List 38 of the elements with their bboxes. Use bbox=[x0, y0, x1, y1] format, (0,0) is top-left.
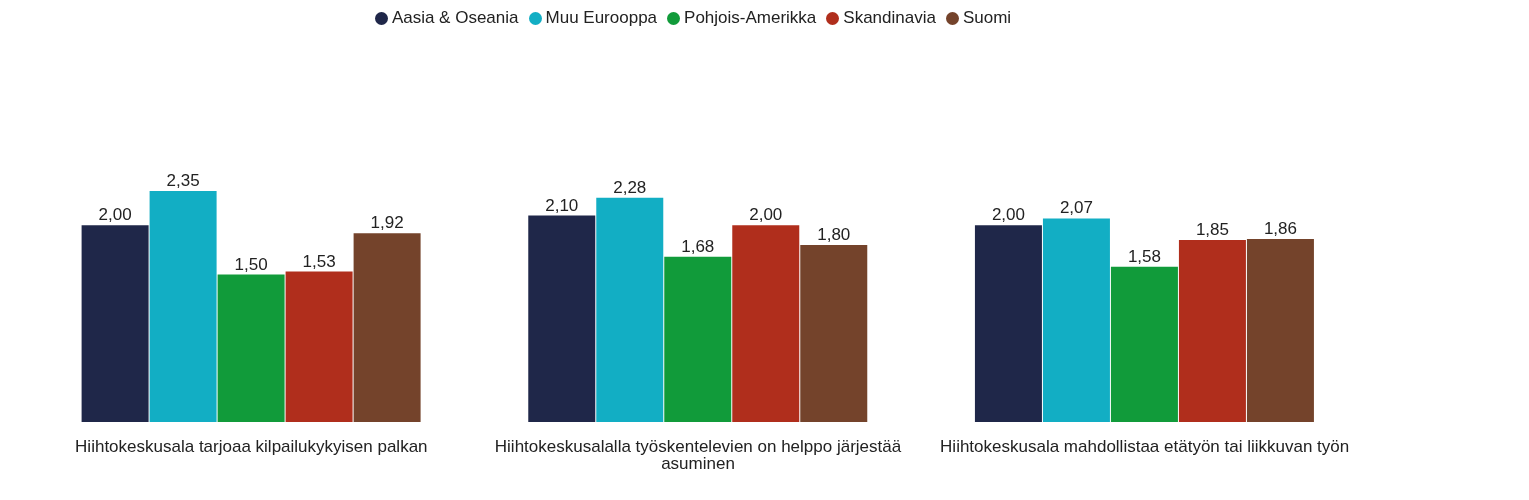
x-tick-label: Hiihtokeskusalalla työskentelevien on helppo järjestää asuminen bbox=[494, 437, 902, 474]
data-label: 1,86 bbox=[1263, 219, 1297, 239]
bar bbox=[732, 225, 800, 422]
bar bbox=[285, 271, 353, 422]
legend-label: Pohjois-Amerikka bbox=[684, 8, 817, 27]
legend-label: Skandinavia bbox=[843, 8, 936, 27]
data-label: 1,58 bbox=[1127, 246, 1161, 266]
bar bbox=[217, 274, 285, 422]
x-tick-label: Hiihtokeskusala mahdollistaa etätyön tai liikkuvan työn bbox=[940, 437, 1350, 457]
data-label: 1,92 bbox=[370, 213, 404, 233]
legend-label: Aasia & Oseania bbox=[391, 8, 519, 27]
bar bbox=[1110, 266, 1178, 422]
bar bbox=[81, 225, 149, 422]
bar bbox=[596, 197, 664, 422]
data-label: 1,68 bbox=[681, 236, 715, 256]
data-label: 2,00 bbox=[749, 205, 783, 225]
data-label: 2,07 bbox=[1059, 198, 1093, 218]
data-label: 1,50 bbox=[234, 254, 268, 274]
bar bbox=[800, 245, 868, 422]
data-label: 2,00 bbox=[98, 205, 132, 225]
data-label: 2,00 bbox=[991, 205, 1025, 225]
bar bbox=[149, 190, 217, 422]
bar bbox=[353, 233, 421, 422]
bar bbox=[528, 215, 596, 422]
data-label: 1,80 bbox=[817, 225, 851, 244]
data-label: 1,53 bbox=[302, 251, 336, 271]
bar bbox=[974, 225, 1042, 422]
legend-label: Muu Eurooppa bbox=[545, 8, 658, 27]
x-tick-label: Hiihtokeskusala tarjoaa kilpailukykyisen palkan bbox=[75, 437, 428, 457]
bar bbox=[1042, 218, 1110, 422]
data-label: 1,85 bbox=[1195, 220, 1229, 240]
data-label: 2,28 bbox=[613, 177, 647, 197]
data-label: 2,10 bbox=[545, 195, 579, 215]
bar bbox=[1246, 239, 1314, 422]
legend-label: Suomi bbox=[962, 8, 1012, 27]
bar bbox=[664, 256, 732, 422]
bar bbox=[1178, 240, 1246, 422]
data-label: 2,35 bbox=[166, 170, 200, 190]
